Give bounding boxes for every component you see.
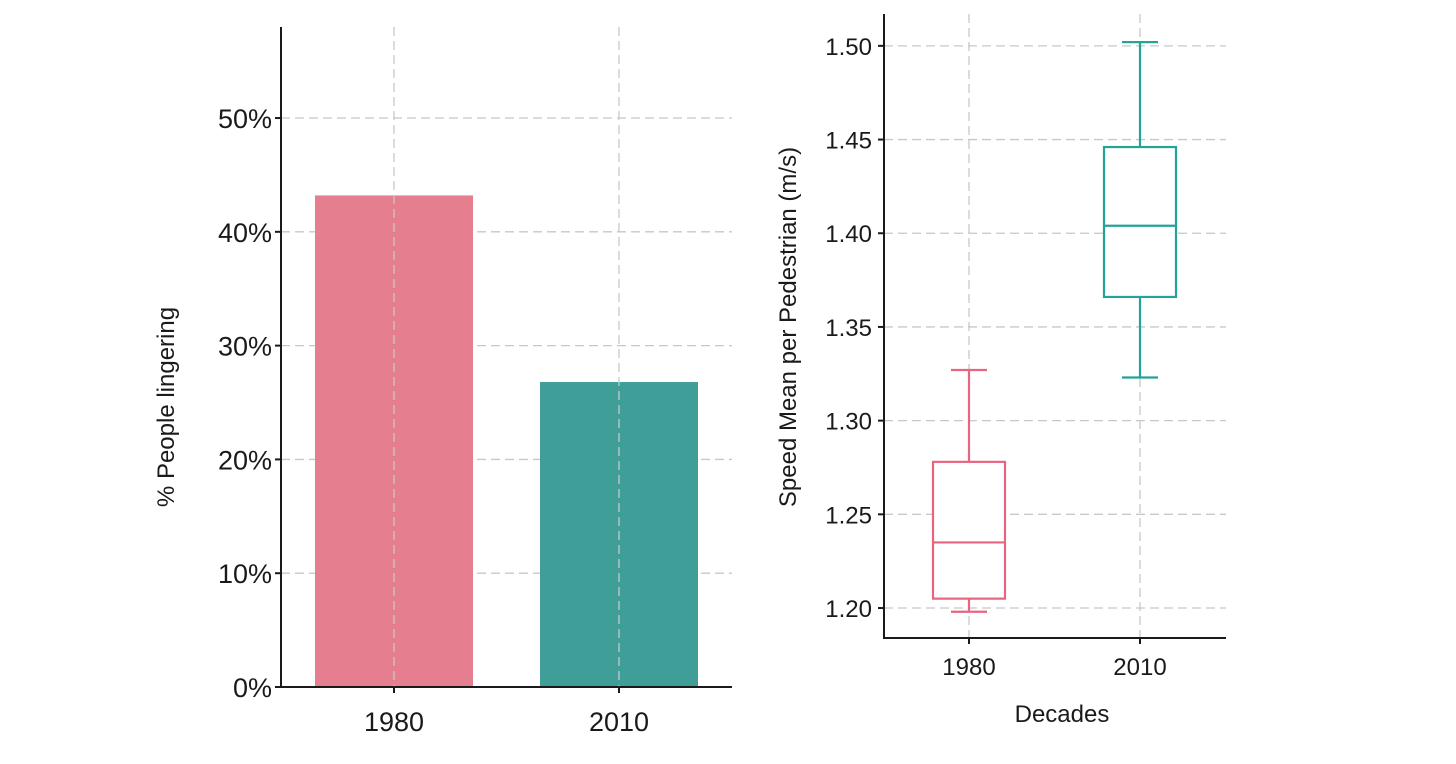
bar-chart-bars — [315, 195, 698, 687]
box-chart-x-ticks: 1980 2010 — [942, 638, 1167, 681]
bar-chart-axes — [280, 27, 732, 688]
box-iqr — [1102, 145, 1178, 299]
bar-chart-y-tick-label: 10% — [218, 559, 272, 589]
box-1980 — [931, 368, 1007, 613]
bar-chart-y-tick-label: 20% — [218, 445, 272, 475]
bar-chart-x-tick-label: 1980 — [364, 707, 424, 737]
box-chart-x-tick-label: 1980 — [942, 654, 995, 681]
bar-chart-y-tick-label: 40% — [218, 218, 272, 248]
box-chart-y-tick-label: 1.45 — [825, 128, 872, 155]
bar-chart-y-tick-label: 30% — [218, 332, 272, 362]
box-chart-y-tick-label: 1.35 — [825, 315, 872, 342]
bar-chart-x-ticks: 1980 2010 — [364, 687, 649, 737]
box-chart-y-axis-label: Speed Mean per Pedestrian (m/s) — [775, 147, 802, 507]
box-2010 — [1102, 41, 1178, 379]
bar-chart: 0% 10% 20% 30% 40% 50% 1980 2010 % People ling… — [153, 27, 732, 737]
box-chart-boxes — [931, 41, 1178, 613]
box-chart-y-tick-label: 1.20 — [825, 596, 872, 623]
bar-chart-y-axis-label: % People lingering — [153, 307, 180, 507]
box-chart-x-axis-label: Decades — [1015, 701, 1110, 728]
box-chart-x-tick-label: 2010 — [1113, 654, 1166, 681]
bar-chart-y-ticks: 0% 10% 20% 30% 40% 50% — [218, 104, 281, 703]
box-chart-y-tick-label: 1.30 — [825, 409, 872, 436]
bar-chart-vertical-grid — [393, 27, 620, 687]
box-chart-y-tick-label: 1.50 — [825, 34, 872, 61]
bar-chart-x-tick-label: 2010 — [589, 707, 649, 737]
bar-chart-y-tick-label: 0% — [233, 673, 272, 703]
box-chart-y-tick-label: 1.40 — [825, 221, 872, 248]
bar-chart-y-tick-label: 50% — [218, 104, 272, 134]
box-chart-y-tick-label: 1.25 — [825, 502, 872, 529]
box-chart: 1.20 1.25 1.30 1.35 1.40 1.45 1.50 1980 2010 Sp… — [775, 14, 1226, 728]
box-chart-y-ticks: 1.20 1.25 1.30 1.35 1.40 1.45 1.50 — [825, 34, 884, 623]
box-iqr — [931, 460, 1007, 600]
